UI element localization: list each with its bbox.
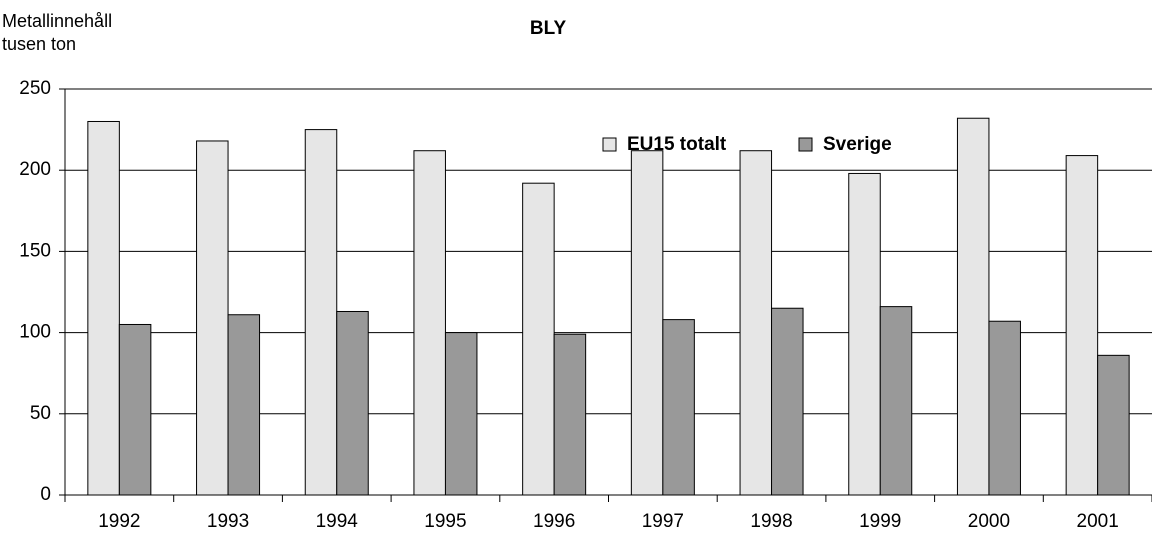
chart-title: BLY	[530, 18, 567, 39]
bar	[1097, 354, 1130, 496]
x-tick-label: 2001	[1077, 511, 1119, 532]
y-tick-label: 100	[19, 322, 51, 343]
bar	[879, 306, 913, 496]
bar	[739, 150, 773, 496]
x-tick-label: 1997	[642, 511, 684, 532]
y-tick-label: 50	[30, 403, 51, 424]
bar	[196, 140, 229, 496]
y-tick-label: 0	[40, 484, 51, 505]
x-tick-label: 2000	[968, 511, 1010, 532]
legend-label: EU15 totalt	[627, 134, 727, 155]
bar	[413, 150, 446, 496]
bar	[553, 333, 587, 496]
legend-label: Sverige	[823, 134, 892, 155]
x-tick-label: 1992	[98, 511, 140, 532]
y-tick-label: 200	[19, 159, 51, 180]
x-tick-label: 1993	[207, 511, 249, 532]
bar	[87, 120, 120, 496]
bar	[848, 172, 881, 496]
bar	[988, 320, 1021, 496]
x-tick-label: 1998	[750, 511, 792, 532]
bar	[662, 319, 695, 496]
bar	[336, 310, 369, 496]
bar	[771, 307, 804, 496]
bar	[630, 150, 664, 496]
y-tick-label: 250	[19, 78, 51, 99]
x-tick-label: 1995	[424, 511, 466, 532]
y-axis-label: tusen ton	[2, 34, 76, 54]
bar	[118, 323, 152, 496]
x-tick-label: 1996	[533, 511, 575, 532]
bar	[522, 182, 555, 496]
y-tick-label: 150	[19, 240, 51, 261]
legend-swatch	[798, 137, 813, 152]
bar	[227, 314, 261, 496]
x-tick-label: 1994	[316, 511, 359, 532]
x-tick-label: 1999	[859, 511, 901, 532]
bar	[956, 117, 990, 496]
y-axis-label: Metallinnehåll	[2, 11, 112, 31]
bar	[1065, 155, 1099, 496]
bar	[444, 332, 478, 496]
bar	[304, 129, 338, 496]
legend-swatch	[602, 137, 617, 152]
